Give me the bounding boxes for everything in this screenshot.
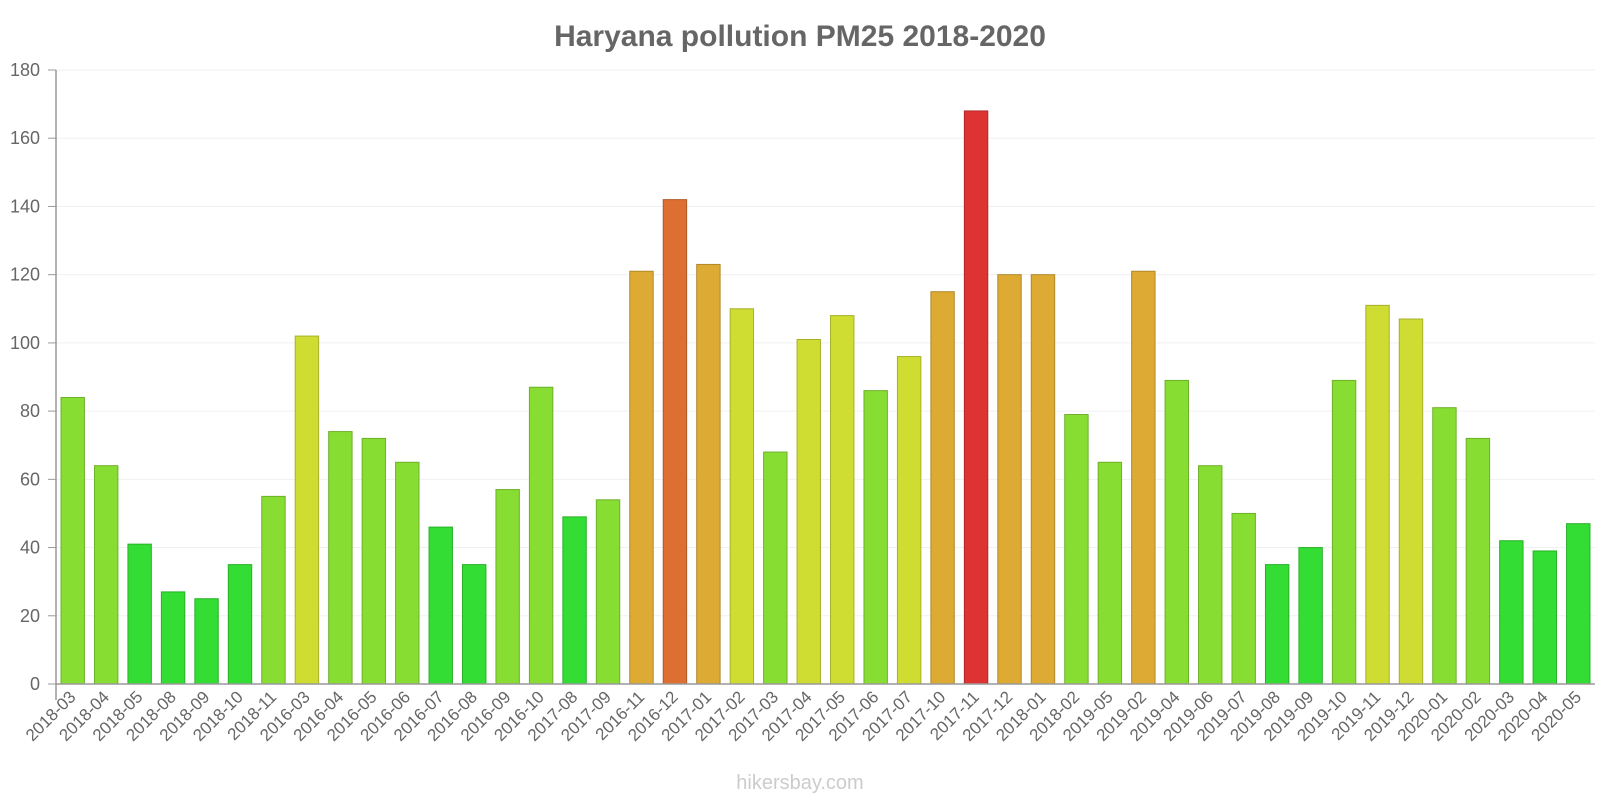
bar-2018-05[interactable] [127, 543, 152, 685]
bar-2017-10[interactable] [930, 291, 955, 685]
bar-2019-07[interactable] [1231, 512, 1256, 685]
bar-2018-08[interactable] [160, 591, 186, 685]
y-tick-label: 180 [10, 60, 40, 80]
bar-2016-11[interactable] [629, 270, 654, 685]
bar-2017-03[interactable] [763, 451, 788, 685]
y-tick-label: 80 [20, 401, 40, 421]
bar-2020-01[interactable] [1432, 407, 1457, 685]
bar-2017-07[interactable] [896, 356, 922, 685]
bar-2019-04[interactable] [1164, 379, 1190, 685]
bar-2019-09[interactable] [1298, 547, 1323, 685]
bar-2016-10[interactable] [528, 386, 554, 685]
y-tick-label: 40 [20, 538, 40, 558]
bar-2016-04[interactable] [328, 431, 353, 685]
bar-2016-08[interactable] [461, 564, 487, 685]
bar-2017-12[interactable] [997, 274, 1022, 685]
bar-2019-06[interactable] [1198, 465, 1223, 685]
bar-2017-01[interactable] [696, 263, 721, 685]
axes [55, 70, 1595, 700]
grid-lines [56, 69, 1595, 617]
bar-2019-11[interactable] [1365, 304, 1390, 685]
bar-2017-08[interactable] [562, 516, 587, 685]
y-tick-label: 20 [20, 606, 40, 626]
bar-2019-10[interactable] [1331, 379, 1357, 685]
bar-2018-03[interactable] [60, 396, 85, 685]
y-tick-label: 140 [10, 196, 40, 216]
bar-2016-06[interactable] [395, 461, 420, 685]
bars [60, 110, 1591, 685]
bar-2018-10[interactable] [227, 564, 253, 685]
bar-2017-02[interactable] [729, 308, 755, 685]
bar-2017-04[interactable] [796, 338, 821, 685]
bar-2016-07[interactable] [428, 526, 453, 685]
bar-2020-05[interactable] [1566, 523, 1591, 685]
y-tick-label: 160 [10, 128, 40, 148]
bar-2018-11[interactable] [261, 495, 286, 685]
bar-2019-12[interactable] [1398, 318, 1424, 685]
bar-2018-02[interactable] [1064, 414, 1089, 685]
bar-2017-05[interactable] [830, 315, 855, 685]
x-axis-ticks: 2018-032018-042018-052018-082018-092018-… [22, 687, 1585, 745]
y-tick-label: 100 [10, 333, 40, 353]
bar-2020-04[interactable] [1532, 550, 1558, 685]
bar-2017-09[interactable] [595, 499, 621, 685]
y-axis-ticks: 0 20 40 60 80 100 120 140 160 180 [10, 60, 56, 694]
bar-2019-08[interactable] [1264, 564, 1290, 685]
bar-2016-03[interactable] [294, 335, 320, 685]
y-tick-label: 120 [10, 265, 40, 285]
bar-2017-11[interactable] [963, 110, 989, 685]
bar-2019-02[interactable] [1131, 270, 1156, 685]
chart-title: Haryana pollution PM25 2018-2020 [554, 20, 1046, 53]
bar-2020-02[interactable] [1465, 437, 1491, 685]
bar-2018-09[interactable] [194, 598, 219, 685]
y-tick-label: 60 [20, 469, 40, 489]
watermark-text: hikersbay.com [736, 772, 863, 794]
bar-2016-12[interactable] [662, 199, 688, 685]
bar-2018-04[interactable] [93, 465, 119, 685]
bar-2016-05[interactable] [361, 437, 387, 685]
y-tick-label: 0 [30, 674, 40, 694]
bar-2020-03[interactable] [1499, 540, 1524, 685]
bar-2019-05[interactable] [1097, 461, 1123, 685]
bar-2018-01[interactable] [1030, 274, 1056, 685]
bar-2017-06[interactable] [863, 390, 888, 685]
bar-2016-09[interactable] [495, 489, 520, 685]
